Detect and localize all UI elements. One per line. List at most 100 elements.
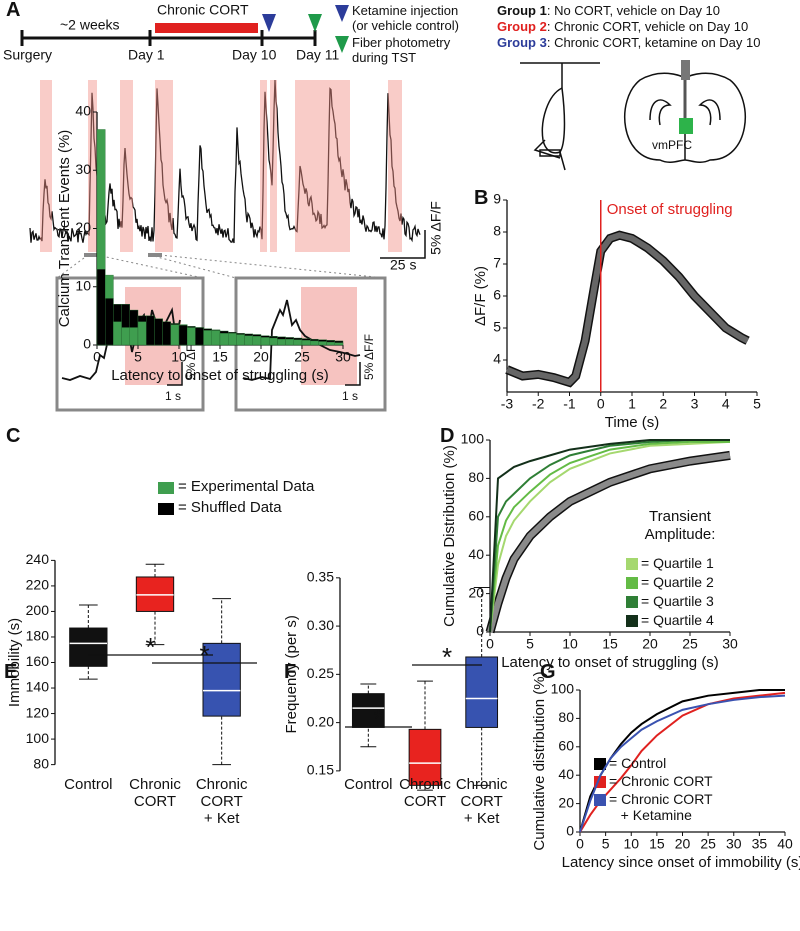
- y-tick-label: 6: [493, 287, 501, 303]
- struggle-period: [120, 80, 133, 252]
- line-series: [489, 439, 730, 633]
- x-tick-label: 20: [642, 636, 658, 652]
- histogram-bar: [236, 334, 245, 346]
- y-tick-label: 80: [33, 755, 49, 771]
- timeline-label: Day 10: [232, 47, 277, 63]
- category-label: Chronic CORT: [129, 776, 181, 810]
- panel-letter: A: [6, 0, 21, 21]
- histogram-bar: [121, 327, 130, 346]
- y-tick-label: 80: [558, 709, 574, 725]
- legend-label: = Chronic CORT: [609, 773, 713, 789]
- legend-label: = Control: [609, 755, 667, 771]
- x-tick-label: 10: [171, 349, 187, 365]
- zoom-line: [149, 254, 237, 279]
- struggle-period: [40, 80, 52, 252]
- x-tick-label: 4: [722, 396, 730, 412]
- y-tick-label: 0.30: [307, 617, 334, 633]
- scale-label: 1 s: [165, 389, 181, 403]
- panel-letter: F: [284, 661, 297, 683]
- zoom-line: [96, 254, 204, 279]
- struggle-period: [260, 80, 267, 252]
- category-label: Control: [344, 776, 393, 793]
- line-series: [489, 440, 731, 633]
- ketamine-legend-arrow: [335, 5, 349, 22]
- scale-label: 25 s: [390, 257, 416, 273]
- zoom-mark: [84, 253, 98, 257]
- histogram-bar: [104, 298, 114, 346]
- y-tick-label: 0.35: [307, 569, 334, 585]
- y-tick-label: 160: [26, 653, 50, 669]
- y-tick-label: 9: [493, 191, 501, 207]
- x-tick-label: 15: [212, 349, 228, 365]
- fluorescence-trace: [29, 79, 421, 244]
- x-tick-label: 3: [691, 396, 699, 412]
- timeline-label: Day 11: [296, 47, 340, 63]
- histogram-bar: [195, 327, 204, 346]
- zoom-line: [56, 254, 89, 279]
- fiber-implant: [681, 60, 690, 80]
- box: [69, 627, 108, 667]
- x-tick-label: 25: [700, 836, 716, 852]
- group-desc: : Chronic CORT, ketamine on Day 10: [547, 35, 761, 50]
- x-axis-label: Time (s): [605, 414, 659, 431]
- legend-text: Ketamine injection (or vehicle control): [352, 3, 459, 33]
- y-axis-label: ΔF/F (%): [472, 266, 489, 326]
- histogram-bar: [162, 321, 172, 346]
- line-band-edge: [505, 230, 750, 388]
- x-tick-label: 30: [722, 636, 738, 652]
- group-text: Group 3: Chronic CORT, ketamine on Day 1…: [497, 35, 760, 50]
- histogram-bar: [203, 330, 213, 346]
- timeline-label: Chronic CORT: [157, 2, 249, 18]
- category-label: Chronic CORT + Ket: [195, 776, 248, 827]
- histogram-bar: [260, 337, 270, 346]
- histogram-bar: [129, 327, 139, 346]
- legend-swatch: [626, 577, 638, 589]
- struggle-period: [270, 80, 277, 252]
- y-tick-label: 140: [26, 679, 50, 695]
- x-tick-label: -2: [532, 396, 545, 412]
- legend-swatch: [626, 596, 638, 608]
- x-tick-label: 1: [628, 396, 636, 412]
- legend-text: Fiber photometry during TST: [352, 35, 451, 65]
- x-tick-label: 0: [576, 836, 584, 852]
- histogram-bar: [154, 318, 163, 346]
- x-tick-label: 30: [335, 349, 351, 365]
- x-tick-label: 0: [597, 396, 605, 412]
- box: [465, 656, 499, 728]
- scale-label: 5% ΔF/F: [428, 201, 444, 255]
- legend-swatch: [594, 794, 606, 806]
- line-series: [487, 452, 731, 633]
- x-tick-label: 40: [777, 836, 793, 852]
- x-tick-label: 25: [294, 349, 310, 365]
- timeline-label: Day 1: [128, 47, 165, 63]
- x-tick-label: 5: [602, 836, 610, 852]
- histogram-bar: [310, 340, 319, 346]
- y-tick-label: 40: [558, 766, 574, 782]
- x-tick-label: 10: [623, 836, 639, 852]
- panel-letter: E: [4, 661, 18, 683]
- histogram-bar: [269, 337, 278, 346]
- legend-label: = Quartile 1: [641, 555, 714, 571]
- y-tick-label: 8: [493, 223, 501, 239]
- y-tick-label: 100: [26, 730, 50, 746]
- inset-trace: [242, 299, 361, 381]
- x-tick-label: 15: [602, 636, 618, 652]
- legend-title: Transient Amplitude:: [644, 508, 716, 543]
- panel-letter: B: [474, 187, 489, 209]
- histogram-bar: [211, 330, 221, 346]
- category-label: Chronic CORT + Ket: [455, 776, 508, 827]
- x-axis-label: Latency to onset of struggling (s): [501, 654, 719, 671]
- legend-swatch: [158, 482, 174, 494]
- histogram-bar: [178, 324, 188, 346]
- histogram-bar: [113, 321, 122, 346]
- y-tick-label: 0: [83, 336, 91, 352]
- group-text: Group 2: Chronic CORT, vehicle on Day 10: [497, 19, 748, 34]
- region-label: vmPFC: [652, 138, 692, 152]
- x-tick-label: 30: [726, 836, 742, 852]
- histogram-bar: [285, 338, 295, 346]
- y-tick-label: 10: [75, 277, 91, 293]
- y-tick-label: 240: [26, 551, 50, 567]
- group-label: Group 2: [497, 19, 547, 34]
- histogram-bar: [244, 335, 254, 346]
